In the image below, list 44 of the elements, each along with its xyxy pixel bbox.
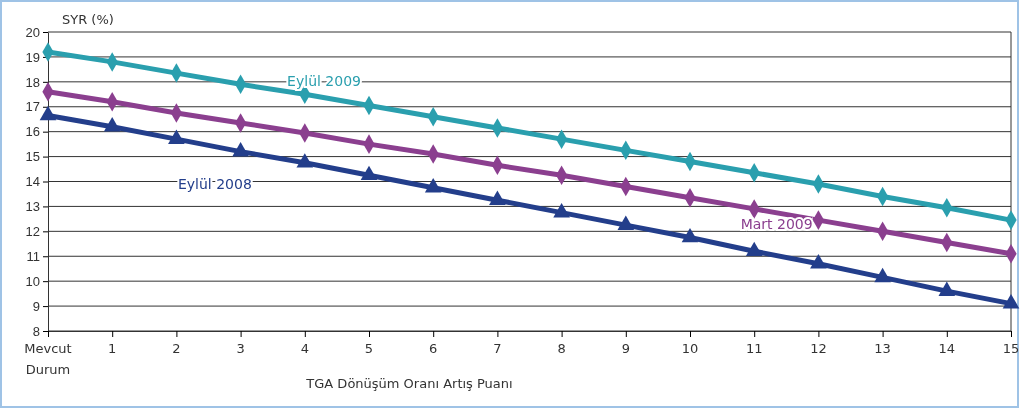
point <box>489 190 506 205</box>
x-tick-label: 6 <box>429 341 438 356</box>
x-tick-label: 10 <box>681 341 699 356</box>
x-tick-label: 12 <box>810 341 827 356</box>
y-tick-label: 13 <box>25 199 40 215</box>
x-tick-label: Mevcut Durum <box>24 341 72 377</box>
x-tick-label: 9 <box>621 341 630 356</box>
y-tick-label: 9 <box>32 298 40 314</box>
point <box>1002 293 1020 309</box>
y-axis-title: SYR (%) <box>62 12 114 27</box>
point <box>296 153 314 168</box>
y-tick-label: 16 <box>25 124 40 140</box>
x-tick-label: 13 <box>874 341 891 356</box>
x-axis-title: TGA Dönüşüm Oranı Artış Puanı <box>305 376 513 391</box>
x-tick-label: 15 <box>1002 341 1020 356</box>
x-tick-label: 5 <box>364 341 374 356</box>
y-tick-label: 19 <box>25 49 40 65</box>
y-tick-label: 15 <box>25 149 40 165</box>
y-tick-label: 11 <box>26 248 40 264</box>
y-tick-label: 17 <box>25 99 40 115</box>
point <box>360 165 378 181</box>
x-tick-label: 2 <box>172 341 181 356</box>
x-tick-label: 1 <box>108 341 117 356</box>
series-label: Mart 2009 <box>740 215 813 232</box>
point <box>681 227 699 243</box>
y-tick-label: 10 <box>25 273 40 289</box>
point <box>553 203 570 218</box>
y-tick-label: 18 <box>25 74 40 90</box>
point <box>810 254 827 269</box>
x-tick-label: 11 <box>745 341 763 356</box>
y-tick-label: 12 <box>25 223 40 239</box>
point <box>617 215 635 230</box>
y-tick-label: 8 <box>32 323 40 339</box>
point <box>938 281 956 296</box>
x-tick-label: 4 <box>300 341 309 356</box>
point <box>874 267 891 283</box>
point <box>745 241 763 257</box>
y-tick-label: 14 <box>25 174 40 190</box>
y-tick-label: 20 <box>25 24 40 40</box>
x-tick-label: 8 <box>557 341 566 356</box>
point <box>424 178 442 193</box>
x-tick-label: 14 <box>938 341 956 356</box>
x-tick-label: 7 <box>493 341 502 356</box>
x-tick-label: 3 <box>236 341 245 356</box>
